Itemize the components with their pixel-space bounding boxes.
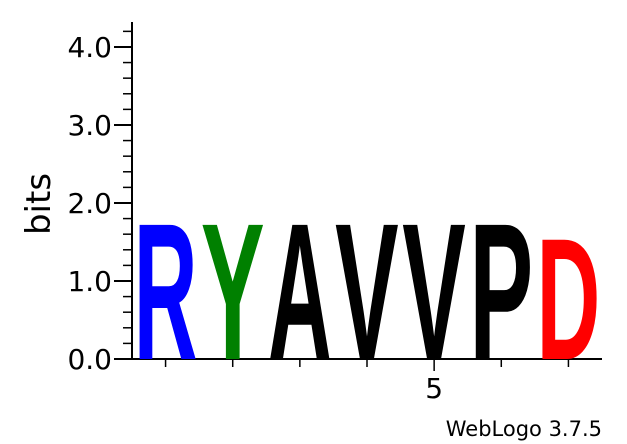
- y-tick-label: 0.0: [67, 343, 112, 376]
- y-tick-label: 2.0: [67, 187, 112, 220]
- logo-letter-d: D: [537, 203, 601, 397]
- logo-letter-v: V: [335, 182, 398, 401]
- logo-letter-p: P: [469, 183, 533, 401]
- logo-letter-v: V: [402, 182, 465, 401]
- logo-letter-a: A: [268, 184, 332, 402]
- y-axis-label: bits: [19, 173, 59, 235]
- y-axis: 0.0 1.0 2.0 3.0 4.0: [67, 22, 133, 376]
- weblogo-credit: WebLogo 3.7.5: [446, 417, 602, 441]
- y-tick-label: 1.0: [67, 265, 112, 298]
- y-tick-label: 4.0: [67, 31, 112, 64]
- y-tick-label: 3.0: [67, 109, 112, 142]
- x-axis: 5: [132, 358, 602, 405]
- x-tick-label: 5: [425, 372, 443, 405]
- logo-letter-y: Y: [201, 183, 265, 401]
- logo-letter-r: R: [134, 184, 198, 402]
